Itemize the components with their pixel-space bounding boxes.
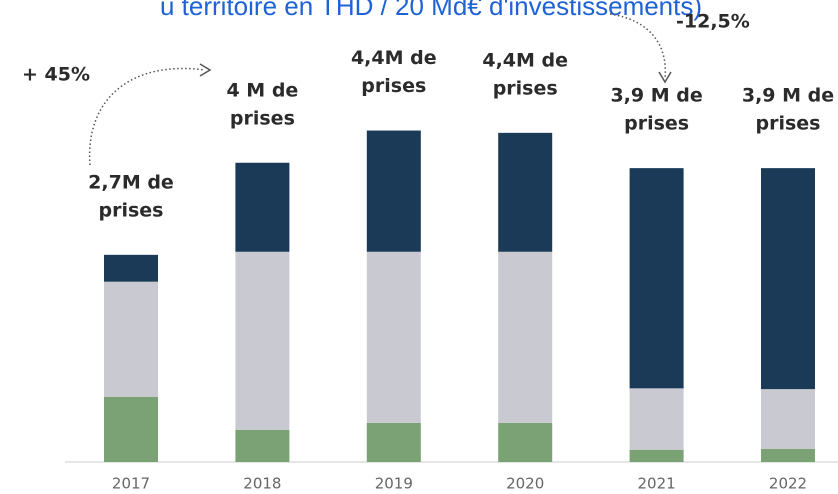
arrow-head (658, 71, 672, 84)
annotation: -12,5% (676, 11, 750, 33)
bar-segment (366, 130, 421, 252)
total-label: prises (99, 199, 164, 221)
bar-segment (761, 389, 815, 449)
bar-segment (235, 429, 290, 462)
bar-segment (235, 162, 290, 252)
total-label: prises (230, 107, 295, 129)
bar-segment (498, 422, 553, 462)
arrow (88, 67, 206, 166)
bar-segment (761, 448, 815, 462)
bar-segment (104, 396, 158, 462)
total-label: prises (624, 113, 689, 135)
total-label: 3,9 M de (742, 85, 834, 107)
arrow (609, 13, 667, 79)
bar-segment (366, 422, 421, 462)
total-label: 2,7M de (88, 171, 174, 193)
bar-segment (761, 168, 815, 390)
bar-segment (235, 251, 290, 430)
total-label: 4,4M de (482, 49, 568, 71)
bar-segment (104, 281, 158, 397)
x-tick-label: 2017 (112, 475, 150, 493)
total-label: prises (756, 113, 821, 135)
x-tick-label: 2020 (506, 475, 544, 493)
bar-segment (629, 449, 684, 462)
total-label: 3,9 M de (610, 85, 702, 107)
total-label: prises (361, 75, 426, 97)
bar-segment (366, 251, 421, 423)
x-tick-label: 2019 (375, 475, 413, 493)
total-label: 4,4M de (351, 47, 437, 69)
x-tick-label: 2018 (243, 475, 281, 493)
x-tick-label: 2021 (638, 475, 676, 493)
x-tick-label: 2022 (769, 475, 807, 493)
bar-segment (629, 168, 684, 389)
total-label: 4 M de (226, 79, 298, 101)
arrow-head (199, 63, 212, 77)
bar-segment (498, 132, 553, 252)
bar-segment (629, 388, 684, 450)
annotation: + 45% (22, 64, 90, 86)
bar-segment (498, 251, 553, 423)
chart-title: u territoire en THD / 20 Md€ d'investiss… (160, 0, 702, 21)
total-label: prises (493, 77, 558, 99)
bar-segment (104, 254, 158, 282)
